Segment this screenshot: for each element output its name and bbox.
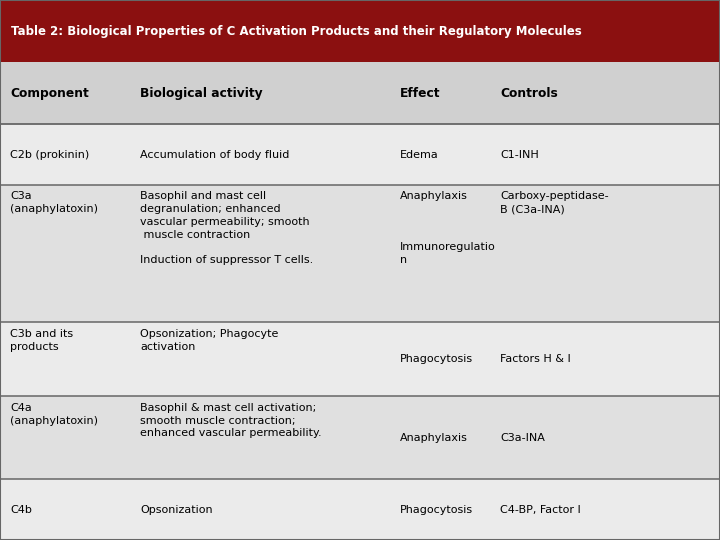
Text: C1-INH: C1-INH: [500, 150, 539, 159]
Bar: [0, 0, 720, 62]
Text: C4-BP, Factor I: C4-BP, Factor I: [500, 505, 581, 515]
Text: Carboxy-peptidase-
B (C3a-INA): Carboxy-peptidase- B (C3a-INA): [500, 191, 609, 214]
Text: Edema: Edema: [400, 150, 438, 159]
Text: Anaphylaxis: Anaphylaxis: [400, 433, 467, 443]
Text: Basophil & mast cell activation;
smooth muscle contraction;
enhanced vascular pe: Basophil & mast cell activation; smooth …: [140, 403, 322, 438]
Text: C3a-INA: C3a-INA: [500, 433, 545, 443]
Bar: [0, 124, 720, 185]
Text: Basophil and mast cell
degranulation; enhanced
vascular permeability; smooth
 mu: Basophil and mast cell degranulation; en…: [140, 191, 314, 265]
Text: Component: Component: [10, 86, 89, 100]
Text: Accumulation of body fluid: Accumulation of body fluid: [140, 150, 289, 159]
Text: Anaphylaxis



Immunoregulatio
n: Anaphylaxis Immunoregulatio n: [400, 191, 495, 265]
Text: Phagocytosis: Phagocytosis: [400, 354, 473, 364]
Text: Opsonization; Phagocyte
activation: Opsonization; Phagocyte activation: [140, 329, 279, 352]
Bar: [0, 185, 720, 322]
Text: Table 2: Biological Properties of C Activation Products and their Regulatory Mol: Table 2: Biological Properties of C Acti…: [11, 24, 582, 38]
Text: Controls: Controls: [500, 86, 558, 100]
Text: C2b (prokinin): C2b (prokinin): [10, 150, 89, 159]
Text: Phagocytosis: Phagocytosis: [400, 505, 473, 515]
Text: C4b: C4b: [10, 505, 32, 515]
Bar: [0, 62, 720, 124]
Text: C3b and its
products: C3b and its products: [10, 329, 73, 352]
Text: C3a
(anaphylatoxin): C3a (anaphylatoxin): [10, 191, 98, 214]
Bar: [0, 480, 720, 540]
Text: C4a
(anaphylatoxin): C4a (anaphylatoxin): [10, 403, 98, 426]
Bar: [0, 396, 720, 480]
Text: Effect: Effect: [400, 86, 440, 100]
Bar: [0, 322, 720, 396]
Text: Biological activity: Biological activity: [140, 86, 263, 100]
Text: Factors H & I: Factors H & I: [500, 354, 571, 364]
Text: Opsonization: Opsonization: [140, 505, 213, 515]
